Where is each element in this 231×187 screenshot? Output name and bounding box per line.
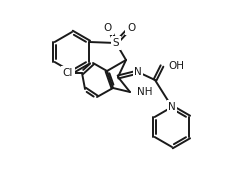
Text: N: N xyxy=(134,67,142,77)
Text: N: N xyxy=(168,102,176,112)
Text: O: O xyxy=(104,23,112,33)
Text: NH: NH xyxy=(137,87,152,97)
Text: S: S xyxy=(113,38,119,48)
Text: OH: OH xyxy=(168,61,184,71)
Text: O: O xyxy=(127,23,135,33)
Text: Cl: Cl xyxy=(63,68,73,78)
